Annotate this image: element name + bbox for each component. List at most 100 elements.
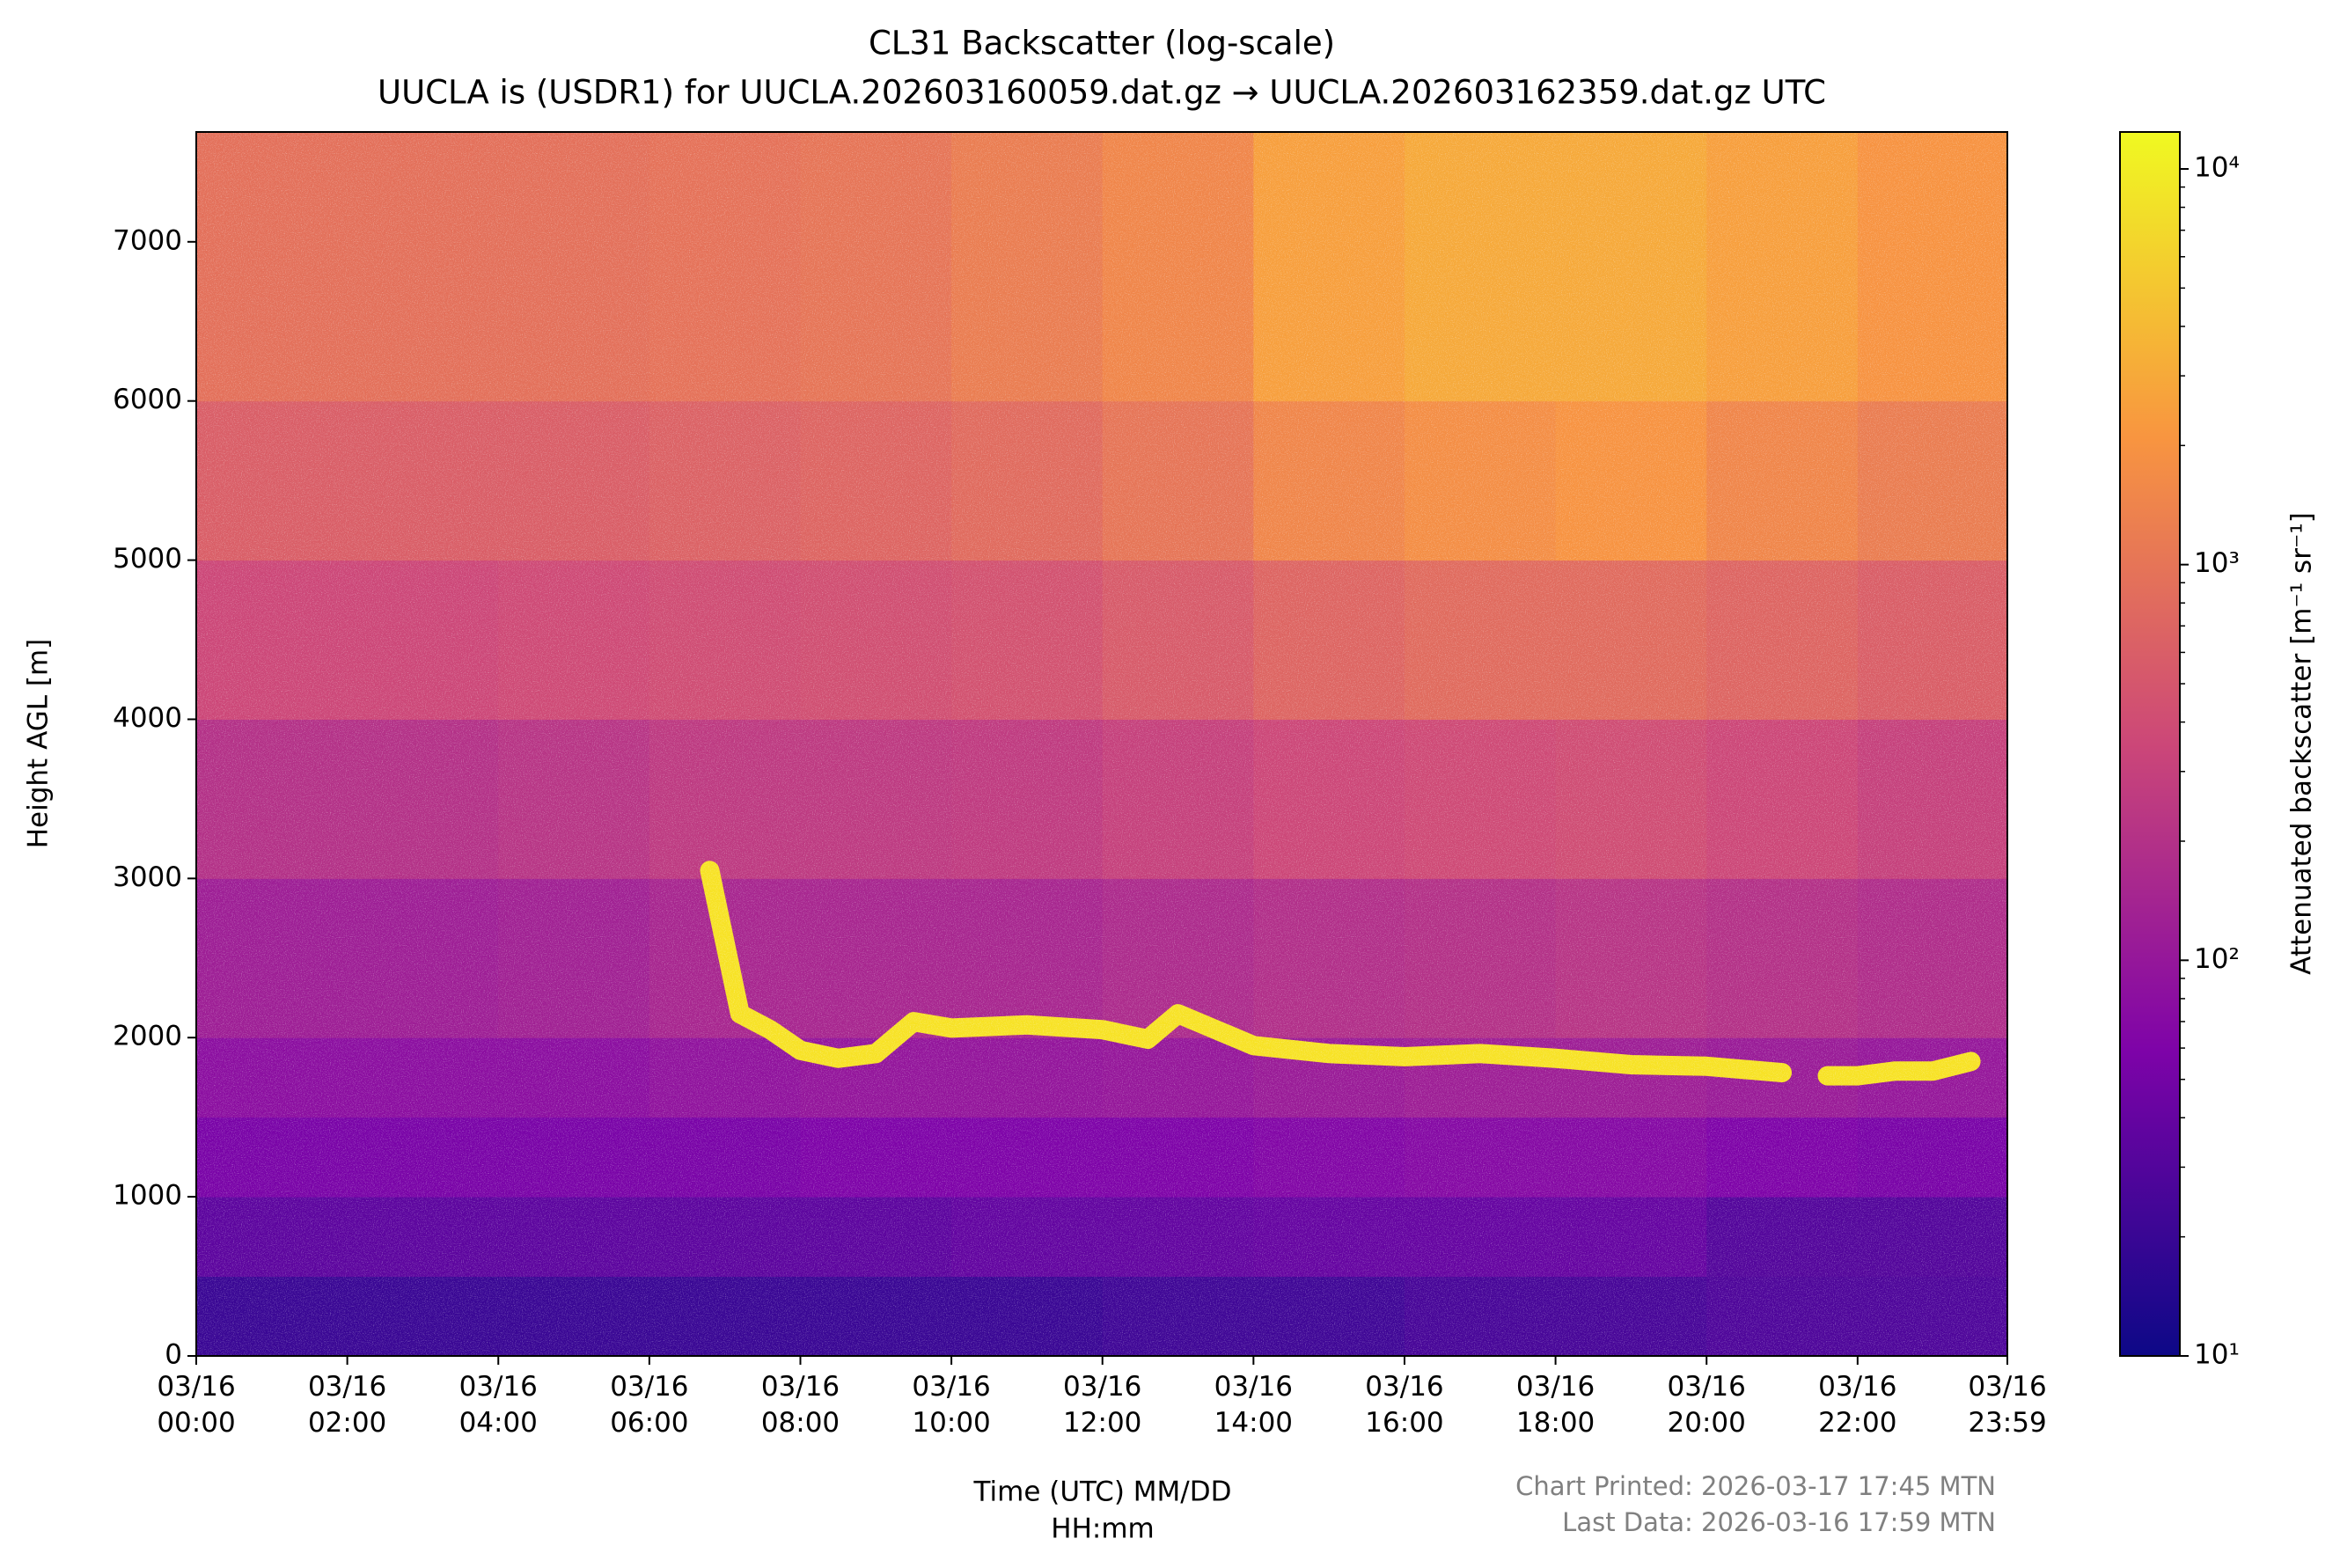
heatmap-cell bbox=[1857, 1197, 2007, 1278]
heatmap-cell bbox=[196, 1037, 348, 1118]
heatmap-cell bbox=[1253, 878, 1405, 1038]
x-tick-label: 03/16 23:59 bbox=[1968, 1371, 2046, 1439]
heatmap-cell bbox=[649, 719, 801, 879]
x-tick-label: 03/16 08:00 bbox=[761, 1371, 840, 1439]
heatmap-cell bbox=[1253, 132, 1405, 402]
heatmap-cell bbox=[1253, 400, 1405, 561]
axes: 0 1000 2000 3000 4000 5000 6000 7000 03/16 00:00 0… bbox=[113, 224, 2047, 1438]
heatmap-cell bbox=[951, 1117, 1104, 1198]
heatmap-cell bbox=[1404, 719, 1557, 879]
y-tick-label: 4000 bbox=[113, 702, 182, 734]
colorbar-tick-label: 10¹ bbox=[2194, 1339, 2240, 1371]
y-tick-label: 5000 bbox=[113, 543, 182, 575]
plot-frame bbox=[195, 131, 2008, 1357]
heatmap-cell bbox=[1555, 719, 1707, 879]
plot-area bbox=[196, 132, 2007, 1356]
heatmap-cell bbox=[1404, 878, 1557, 1038]
footnote: Chart Printed: 2026-03-17 17:45 MTN bbox=[1515, 1471, 1996, 1501]
heatmap-cell bbox=[1404, 1276, 1557, 1356]
heatmap-cell bbox=[498, 132, 650, 402]
x-axis-label: Time (UTC) MM/DD bbox=[973, 1476, 1232, 1508]
heatmap-cell bbox=[649, 560, 801, 720]
heatmap-cell bbox=[196, 560, 348, 720]
heatmap-cell bbox=[347, 1197, 499, 1278]
heatmap-cell bbox=[498, 1117, 650, 1198]
chart-subtitle: UUCLA is (USDR1) for UUCLA.202603160059.… bbox=[378, 74, 1826, 112]
heatmap-cell bbox=[498, 400, 650, 561]
heatmap-cell bbox=[951, 1197, 1104, 1278]
heatmap-cell bbox=[498, 719, 650, 879]
heatmap-cell bbox=[196, 1197, 348, 1278]
heatmap-cell bbox=[649, 132, 801, 402]
x-tick-label: 03/16 04:00 bbox=[459, 1371, 538, 1439]
heatmap-cell bbox=[196, 878, 348, 1038]
heatmap-cell bbox=[1706, 719, 1859, 879]
heatmap-cell bbox=[1857, 132, 2007, 402]
heatmap-cell bbox=[1706, 1276, 1859, 1356]
heatmap-cell bbox=[800, 400, 952, 561]
y-axis-label: Height AGL [m] bbox=[23, 639, 55, 849]
heatmap-cell bbox=[1253, 1117, 1405, 1198]
heatmap-cell bbox=[649, 1037, 801, 1118]
x-tick-label: 03/16 06:00 bbox=[610, 1371, 688, 1439]
heatmap-cell bbox=[951, 878, 1104, 1038]
heatmap-cell bbox=[1404, 132, 1557, 402]
heatmap-cell bbox=[800, 878, 952, 1038]
heatmap-cell bbox=[347, 132, 499, 402]
heatmap-cell bbox=[1555, 1276, 1707, 1356]
x-tick-label: 03/16 14:00 bbox=[1214, 1371, 1293, 1439]
x-tick-label: 03/16 18:00 bbox=[1516, 1371, 1595, 1439]
colorbar-tick-label: 10⁴ bbox=[2194, 152, 2240, 184]
x-tick-label: 03/16 22:00 bbox=[1818, 1371, 1896, 1439]
heatmap-cell bbox=[1253, 560, 1405, 720]
heatmap-cell bbox=[347, 400, 499, 561]
heatmap-cell bbox=[498, 1037, 650, 1118]
x-tick-label: 03/16 12:00 bbox=[1063, 1371, 1141, 1439]
heatmap-cell bbox=[1404, 400, 1557, 561]
y-tick-label: 1000 bbox=[113, 1180, 182, 1212]
heatmap-cell bbox=[1706, 1117, 1859, 1198]
heatmap-cell bbox=[1102, 400, 1254, 561]
heatmap-cell bbox=[1102, 1276, 1254, 1356]
cloud-layer bbox=[1817, 1051, 1981, 1086]
heatmap-cell bbox=[649, 400, 801, 561]
heatmap-cell bbox=[1102, 1197, 1254, 1278]
heatmap-cell bbox=[1857, 1276, 2007, 1356]
heatmap-cell bbox=[1404, 1117, 1557, 1198]
heatmap-cell bbox=[1706, 560, 1859, 720]
heatmap-cell bbox=[347, 878, 499, 1038]
footnote: Last Data: 2026-03-16 17:59 MTN bbox=[1562, 1507, 1996, 1537]
heatmap-cell bbox=[951, 132, 1104, 402]
heatmap-cell bbox=[1102, 560, 1254, 720]
heatmap-cell bbox=[1555, 1197, 1707, 1278]
heatmap-cell bbox=[1857, 878, 2007, 1038]
heatmap-cell bbox=[951, 1037, 1104, 1118]
x-axis-label: HH:mm bbox=[1051, 1513, 1154, 1545]
heatmap-cell bbox=[347, 1117, 499, 1198]
cloud-layer bbox=[700, 861, 1793, 1083]
heatmap-cell bbox=[1706, 132, 1859, 402]
heatmap-cell bbox=[498, 1197, 650, 1278]
y-tick-label: 6000 bbox=[113, 384, 182, 415]
heatmap-cell bbox=[1102, 1037, 1254, 1118]
heatmap-cell bbox=[1555, 878, 1707, 1038]
heatmap-cell bbox=[800, 132, 952, 402]
heatmap-cell bbox=[1253, 719, 1405, 879]
heatmap-cell bbox=[1253, 1276, 1405, 1356]
x-tick-label: 03/16 00:00 bbox=[157, 1371, 235, 1439]
heatmap-cell bbox=[951, 1276, 1104, 1356]
heatmap-cell bbox=[1102, 132, 1254, 402]
heatmap-cell bbox=[1555, 1117, 1707, 1198]
heatmap-cell bbox=[951, 719, 1104, 879]
heatmap-cell bbox=[649, 1197, 801, 1278]
heatmap-cell bbox=[800, 1276, 952, 1356]
heatmap-cell bbox=[951, 560, 1104, 720]
heatmap-cell bbox=[196, 1117, 348, 1198]
heatmap-cell bbox=[951, 400, 1104, 561]
x-tick-label: 03/16 20:00 bbox=[1668, 1371, 1746, 1439]
heatmap-cell bbox=[347, 1276, 499, 1356]
y-tick-label: 7000 bbox=[113, 224, 182, 256]
heatmap-cell bbox=[1404, 560, 1557, 720]
heatmap-cell bbox=[800, 719, 952, 879]
y-tick-label: 3000 bbox=[113, 861, 182, 893]
